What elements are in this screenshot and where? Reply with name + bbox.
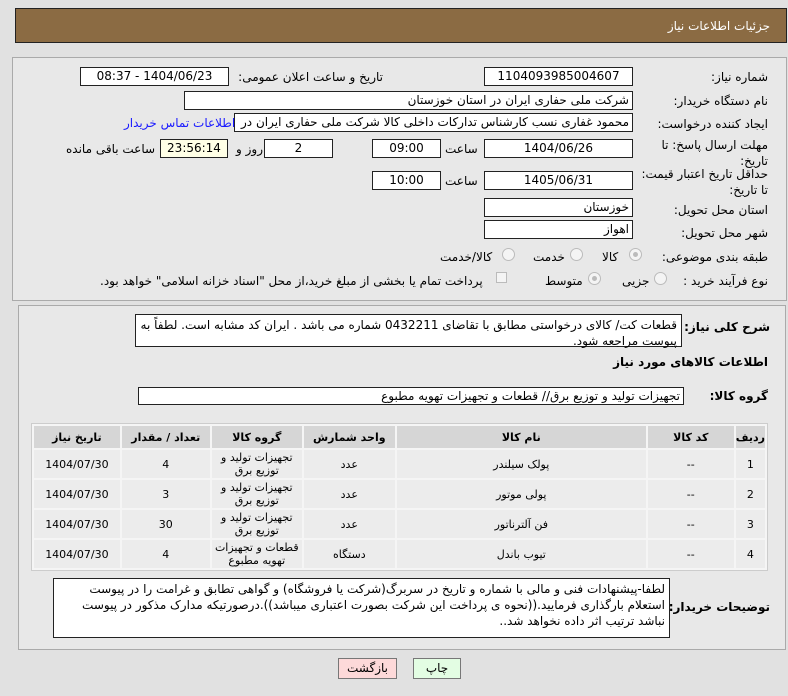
item-group-cell: تجهیزات تولید و توزیع برق — [211, 510, 302, 538]
col-qty: تعداد / مقدار — [121, 426, 210, 448]
category-radio-goods[interactable] — [629, 248, 642, 261]
deadline-date-field[interactable]: 1404/06/26 — [484, 139, 633, 158]
announce-label: تاریخ و ساعت اعلان عمومی: — [238, 70, 383, 84]
description-label: شرح کلی نیاز: — [684, 320, 770, 334]
row-number-cell: 3 — [735, 510, 765, 538]
col-date: تاریخ نیاز — [34, 426, 120, 448]
need-date-cell: 1404/07/30 — [34, 510, 120, 538]
table-row: 3 -- فن آلترناتور عدد تجهیزات تولید و توزیع … — [34, 510, 765, 538]
process-label: نوع فرآیند خرید : — [683, 274, 768, 288]
need-number-field[interactable]: 1104093985004607 — [484, 67, 633, 86]
process-radio-minor[interactable] — [654, 272, 667, 285]
group-field[interactable]: تجهیزات تولید و توزیع برق// قطعات و تجهی… — [138, 387, 684, 405]
buyer-org-field[interactable]: شرکت ملی حفاری ایران در استان خوزستان — [184, 91, 633, 110]
table-row: 4 -- تیوب باندل دستگاه قطعات و تجهیزات تهویه… — [34, 540, 765, 568]
col-group: گروه کالا — [211, 426, 302, 448]
quantity-cell: 30 — [121, 510, 210, 538]
process-option-minor: جزیی — [622, 274, 650, 288]
notes-label: توضیحات خریدار: — [668, 600, 770, 614]
validity-time-label: ساعت — [445, 174, 478, 188]
category-radio-both[interactable] — [502, 248, 515, 261]
item-code-cell: -- — [647, 450, 734, 478]
category-radio-service[interactable] — [570, 248, 583, 261]
item-name-cell: پولی موتور — [396, 480, 646, 508]
days-label: روز و — [236, 142, 263, 156]
validity-label: حداقل تاریخ اعتبار قیمت: تا تاریخ: — [641, 167, 768, 197]
unit-cell: عدد — [303, 480, 395, 508]
description-textarea[interactable]: قطعات کت/ کالای درخواستی مطابق با تقاضای… — [135, 314, 682, 348]
treasury-payment-note: پرداخت تمام یا بخشی از مبلغ خرید،از محل … — [100, 274, 483, 288]
unit-cell: عدد — [303, 510, 395, 538]
page-header: جزئیات اطلاعات نیاز — [15, 8, 787, 43]
announce-field[interactable]: 1404/06/23 - 08:37 — [80, 67, 229, 86]
remaining-time-field: 23:56:14 — [160, 139, 228, 158]
table-row: 2 -- پولی موتور عدد تجهیزات تولید و توزیع بر… — [34, 480, 765, 508]
process-radio-medium[interactable] — [588, 272, 601, 285]
goods-section-title: اطلاعات کالاهای مورد نیاز — [613, 355, 768, 369]
creator-label: ایجاد کننده درخواست: — [657, 117, 768, 131]
back-button[interactable]: بازگشت — [338, 658, 397, 679]
col-unit: واحد شمارش — [303, 426, 395, 448]
deadline-time-label: ساعت — [445, 142, 478, 156]
item-name-cell: تیوب باندل — [396, 540, 646, 568]
need-date-cell: 1404/07/30 — [34, 540, 120, 568]
need-number-label: شماره نیاز: — [711, 70, 768, 84]
category-option-both: کالا/خدمت — [440, 250, 493, 264]
table-header-row: ردیف کد کالا نام کالا واحد شمارش گروه کا… — [34, 426, 765, 448]
group-label: گروه کالا: — [709, 389, 768, 403]
col-code: کد کالا — [647, 426, 734, 448]
contact-buyer-link[interactable]: اطلاعات تماس خریدار — [124, 116, 236, 130]
city-label: شهر محل تحویل: — [681, 226, 768, 240]
item-group-cell: تجهیزات تولید و توزیع برق — [211, 480, 302, 508]
row-number-cell: 1 — [735, 450, 765, 478]
item-code-cell: -- — [647, 510, 734, 538]
validity-date-field[interactable]: 1405/06/31 — [484, 171, 633, 190]
deadline-label: مهلت ارسال پاسخ: تا تاریخ: — [661, 138, 768, 168]
process-option-medium: متوسط — [545, 274, 583, 288]
row-number-cell: 4 — [735, 540, 765, 568]
need-date-cell: 1404/07/30 — [34, 480, 120, 508]
unit-cell: دستگاه — [303, 540, 395, 568]
treasury-payment-checkbox[interactable] — [496, 272, 507, 283]
need-date-cell: 1404/07/30 — [34, 450, 120, 478]
item-code-cell: -- — [647, 480, 734, 508]
item-group-cell: تجهیزات تولید و توزیع برق — [211, 450, 302, 478]
item-name-cell: پولک سیلندر — [396, 450, 646, 478]
buyer-notes-textarea[interactable]: لطفا-پیشنهادات فنی و مالی با شماره و تار… — [53, 578, 670, 638]
category-label: طبقه بندی موضوعی: — [661, 250, 768, 264]
province-label: استان محل تحویل: — [673, 203, 768, 217]
remaining-label: ساعت باقی مانده — [66, 142, 156, 156]
validity-time-field[interactable]: 10:00 — [372, 171, 441, 190]
creator-field[interactable]: محمود غفاری نسب کارشناس تدارکات داخلی کا… — [234, 113, 633, 132]
deadline-time-field[interactable]: 09:00 — [372, 139, 441, 158]
print-button[interactable]: چاپ — [413, 658, 461, 679]
item-group-cell: قطعات و تجهیزات تهویه مطبوع — [211, 540, 302, 568]
buyer-org-label: نام دستگاه خریدار: — [673, 94, 769, 108]
quantity-cell: 3 — [121, 480, 210, 508]
category-option-service: خدمت — [533, 250, 565, 264]
page-title: جزئیات اطلاعات نیاز — [667, 19, 770, 33]
quantity-cell: 4 — [121, 450, 210, 478]
goods-table: ردیف کد کالا نام کالا واحد شمارش گروه کا… — [31, 423, 768, 571]
category-option-goods: کالا — [602, 250, 619, 264]
col-row: ردیف — [735, 426, 765, 448]
quantity-cell: 4 — [121, 540, 210, 568]
item-name-cell: فن آلترناتور — [396, 510, 646, 538]
province-field[interactable]: خوزستان — [484, 198, 633, 217]
unit-cell: عدد — [303, 450, 395, 478]
table-row: 1 -- پولک سیلندر عدد تجهیزات تولید و توزیع ب… — [34, 450, 765, 478]
days-field[interactable]: 2 — [264, 139, 333, 158]
row-number-cell: 2 — [735, 480, 765, 508]
item-code-cell: -- — [647, 540, 734, 568]
city-field[interactable]: اهواز — [484, 220, 633, 239]
col-name: نام کالا — [396, 426, 646, 448]
